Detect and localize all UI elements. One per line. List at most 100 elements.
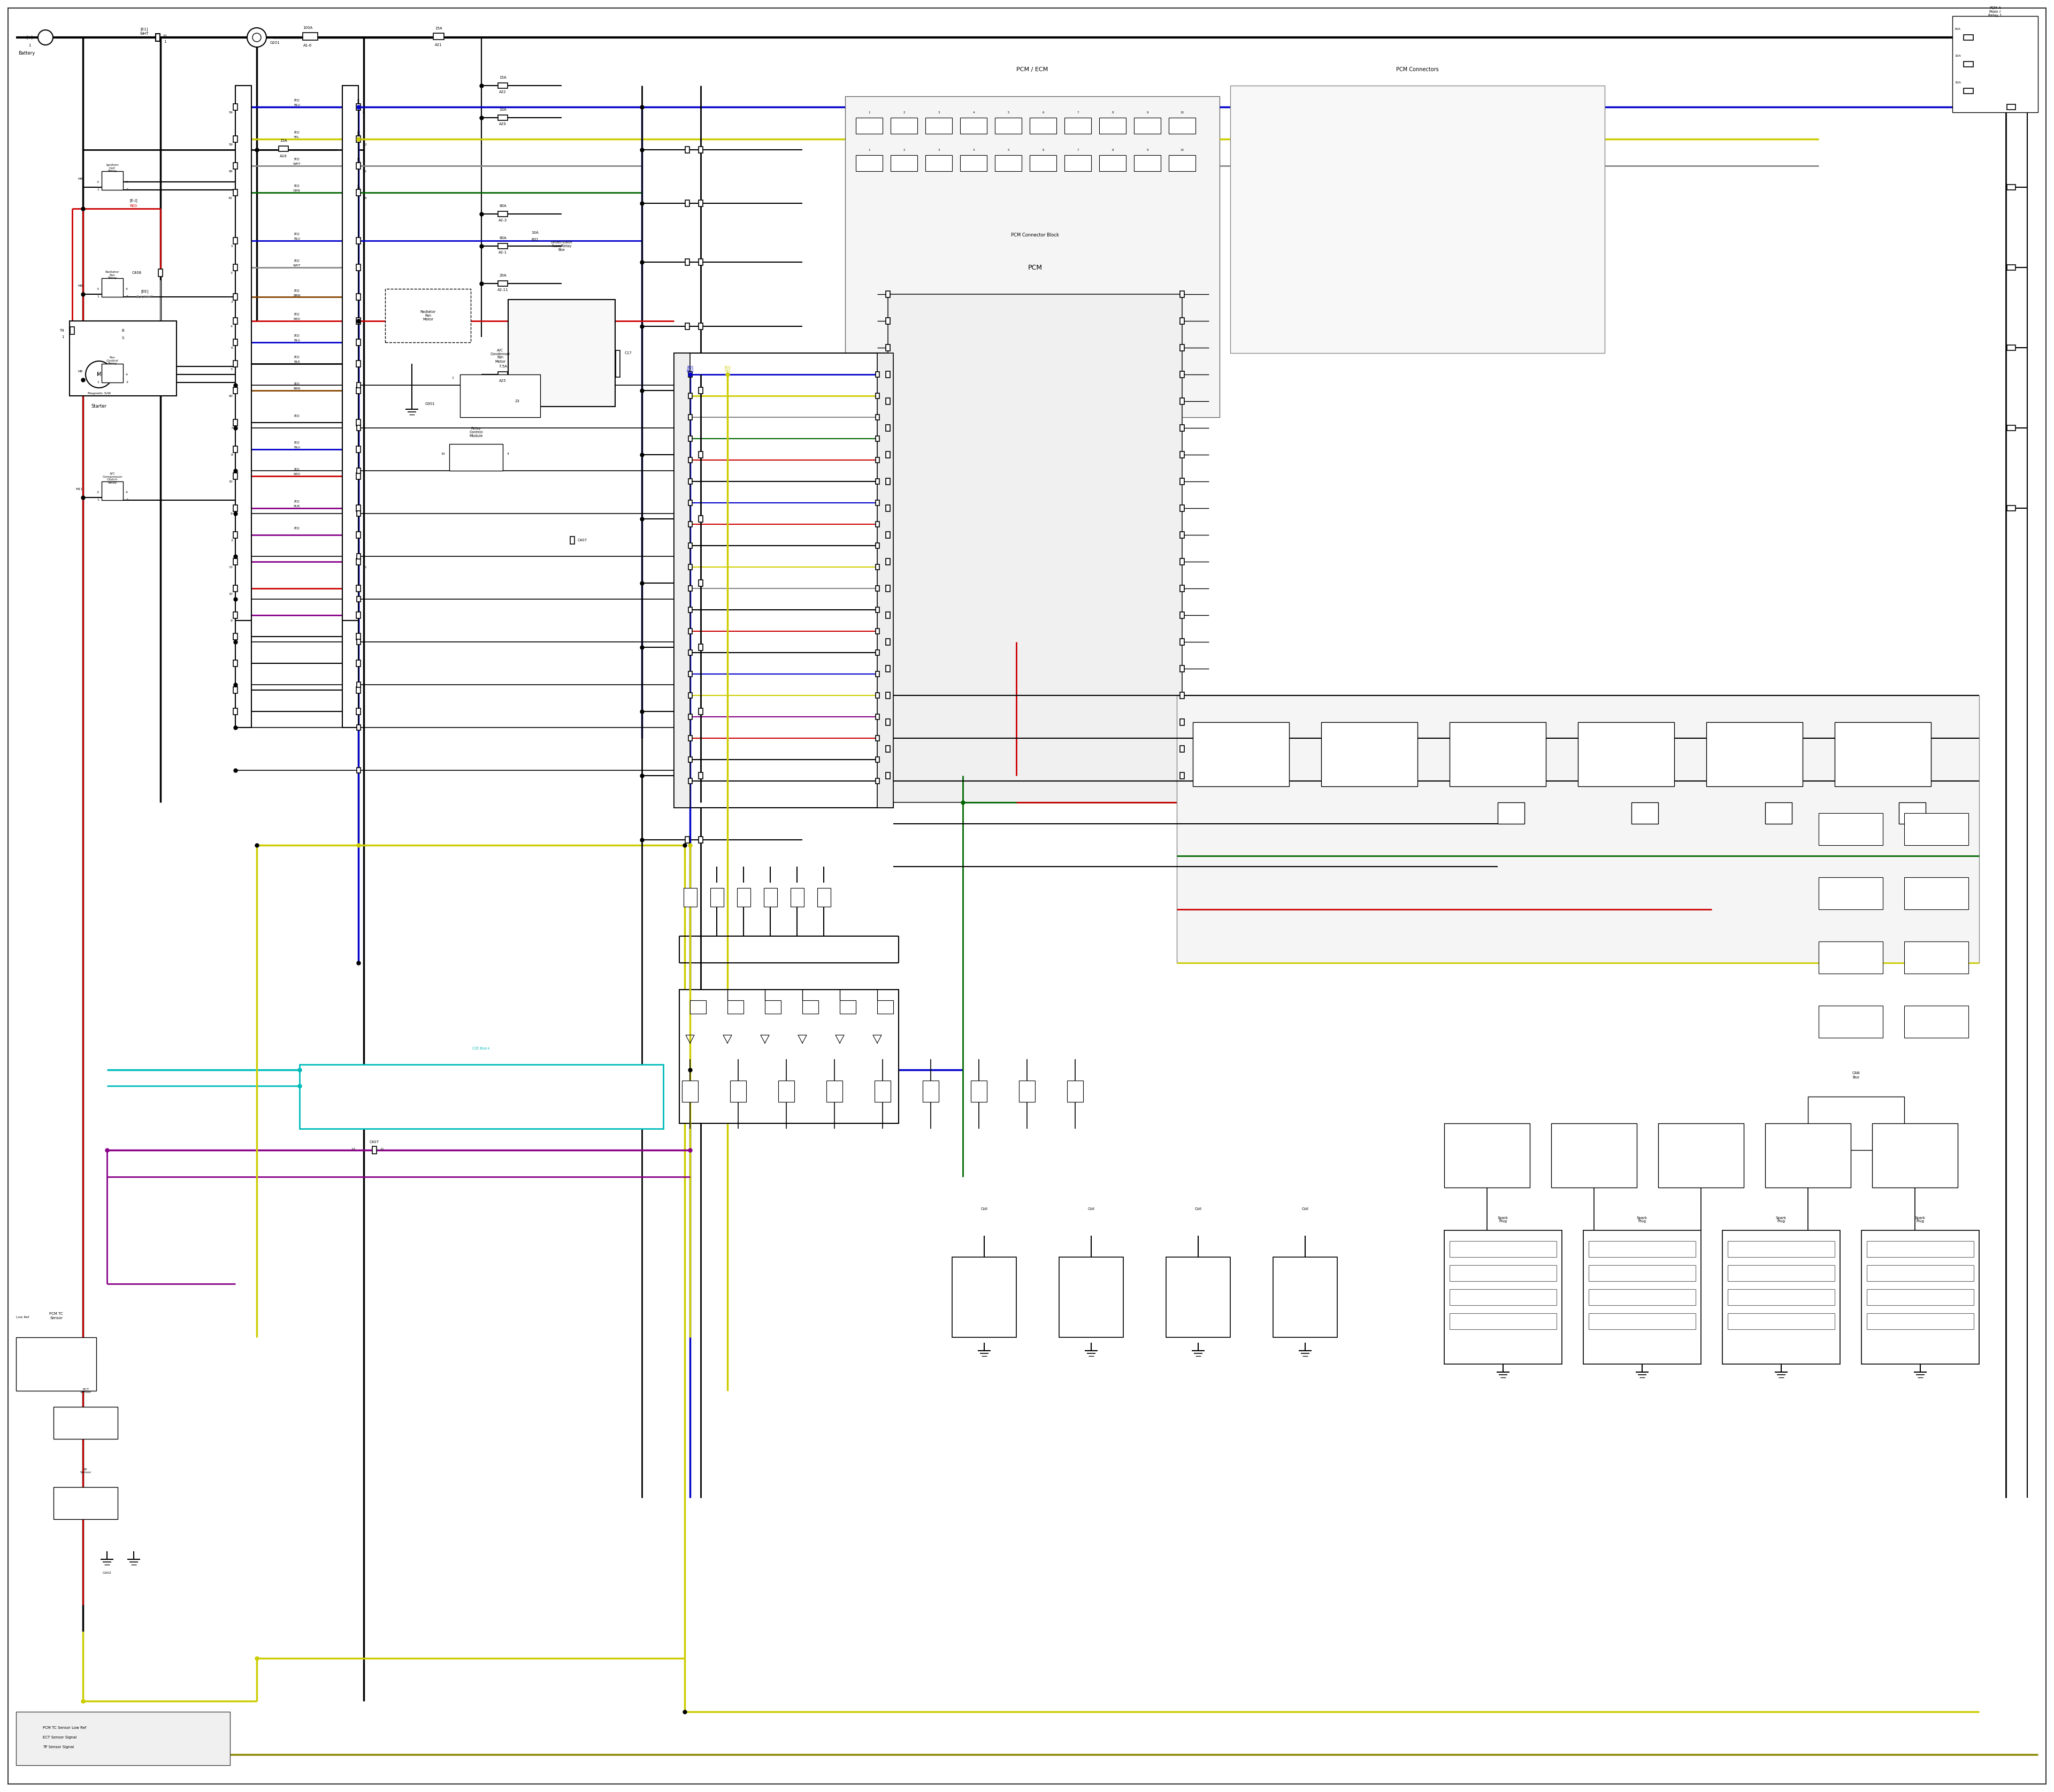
- Bar: [357, 597, 362, 602]
- Bar: [875, 607, 879, 613]
- Text: 7.5A: 7.5A: [499, 366, 507, 367]
- Bar: [1818, 814, 1884, 846]
- Text: 9: 9: [230, 513, 232, 514]
- Bar: [101, 482, 123, 500]
- Bar: [684, 889, 696, 907]
- Text: RED: RED: [294, 473, 300, 477]
- Text: 4: 4: [125, 373, 127, 376]
- Text: RED: RED: [294, 317, 300, 321]
- Text: 60A: 60A: [499, 204, 507, 208]
- Text: [EJ]: [EJ]: [294, 233, 300, 235]
- Bar: [877, 353, 893, 808]
- Text: M9: M9: [78, 285, 82, 287]
- Text: [EJ]: [EJ]: [294, 314, 300, 315]
- Text: 4: 4: [507, 452, 509, 455]
- Text: A16: A16: [279, 154, 288, 158]
- Bar: [355, 317, 362, 324]
- Bar: [875, 629, 879, 634]
- Text: [EJ]: [EJ]: [294, 260, 300, 262]
- Text: 11: 11: [380, 1147, 384, 1150]
- Bar: [674, 353, 690, 808]
- Text: 10: 10: [228, 480, 232, 482]
- Text: M8: M8: [78, 371, 82, 373]
- Bar: [885, 344, 889, 351]
- Bar: [1953, 16, 2038, 113]
- Text: WHT: WHT: [294, 265, 300, 267]
- Bar: [875, 392, 879, 398]
- Bar: [885, 478, 889, 484]
- Bar: [1497, 803, 1524, 824]
- Text: 1: 1: [97, 382, 99, 383]
- Bar: [686, 708, 690, 715]
- Bar: [1179, 371, 1185, 378]
- Bar: [885, 772, 889, 780]
- Text: G201: G201: [271, 41, 279, 45]
- Text: M: M: [97, 371, 101, 376]
- Bar: [1179, 290, 1185, 297]
- Bar: [1764, 1124, 1851, 1188]
- Bar: [1099, 156, 1126, 172]
- Bar: [686, 147, 690, 152]
- Bar: [875, 650, 879, 656]
- Bar: [355, 263, 362, 271]
- Bar: [1577, 722, 1674, 787]
- Bar: [875, 778, 879, 783]
- Text: Ignition
Coil
Relay: Ignition Coil Relay: [107, 163, 119, 172]
- Text: 1: 1: [97, 296, 99, 297]
- Bar: [885, 559, 889, 564]
- Bar: [875, 371, 879, 376]
- Text: Spark
Plug: Spark Plug: [1497, 1217, 1508, 1224]
- Text: 10A: 10A: [1955, 82, 1962, 84]
- Circle shape: [246, 29, 267, 47]
- Bar: [234, 419, 238, 426]
- Bar: [1904, 941, 1968, 973]
- Bar: [803, 1000, 817, 1014]
- Text: [EJ]
BLU: [EJ] BLU: [686, 366, 694, 373]
- Text: C408: C408: [131, 271, 142, 274]
- Text: T4: T4: [60, 330, 64, 332]
- Bar: [875, 521, 879, 527]
- Text: [EJ]: [EJ]: [294, 383, 300, 385]
- Bar: [885, 398, 889, 405]
- Text: 3: 3: [230, 271, 232, 274]
- Text: 4: 4: [125, 491, 127, 493]
- Bar: [460, 375, 540, 418]
- Text: 10: 10: [228, 593, 232, 595]
- Text: BLK/WHT: BLK/WHT: [136, 296, 152, 299]
- Bar: [355, 659, 362, 667]
- Text: 10: 10: [442, 452, 446, 455]
- Text: [EJ]: [EJ]: [294, 131, 300, 134]
- Text: 10A: 10A: [532, 231, 538, 235]
- Bar: [922, 1081, 939, 1102]
- Bar: [1588, 1265, 1697, 1281]
- Bar: [1834, 722, 1931, 787]
- Text: 2: 2: [125, 382, 127, 383]
- Text: 13: 13: [228, 566, 232, 568]
- Bar: [355, 559, 362, 564]
- Text: T1: T1: [162, 34, 166, 38]
- Text: Battery: Battery: [18, 52, 35, 56]
- Bar: [300, 1064, 663, 1129]
- Text: 7: 7: [230, 426, 232, 430]
- Bar: [355, 387, 362, 394]
- Text: A2-11: A2-11: [497, 289, 507, 292]
- Text: 2: 2: [364, 324, 366, 328]
- Bar: [1898, 803, 1927, 824]
- Bar: [686, 516, 690, 521]
- Bar: [355, 505, 362, 511]
- Text: G301: G301: [425, 401, 435, 405]
- Bar: [1450, 722, 1547, 787]
- Text: [EJ]: [EJ]: [294, 500, 300, 504]
- Bar: [1169, 118, 1195, 134]
- Bar: [507, 299, 614, 407]
- Bar: [1867, 1265, 1974, 1281]
- Bar: [840, 1000, 857, 1014]
- Text: A21: A21: [435, 43, 442, 47]
- Text: 3: 3: [97, 181, 99, 183]
- Bar: [686, 387, 690, 394]
- Bar: [698, 201, 702, 206]
- Text: [EJ]: [EJ]: [294, 289, 300, 292]
- Bar: [885, 638, 889, 645]
- Text: RED: RED: [129, 204, 138, 208]
- Bar: [355, 339, 362, 346]
